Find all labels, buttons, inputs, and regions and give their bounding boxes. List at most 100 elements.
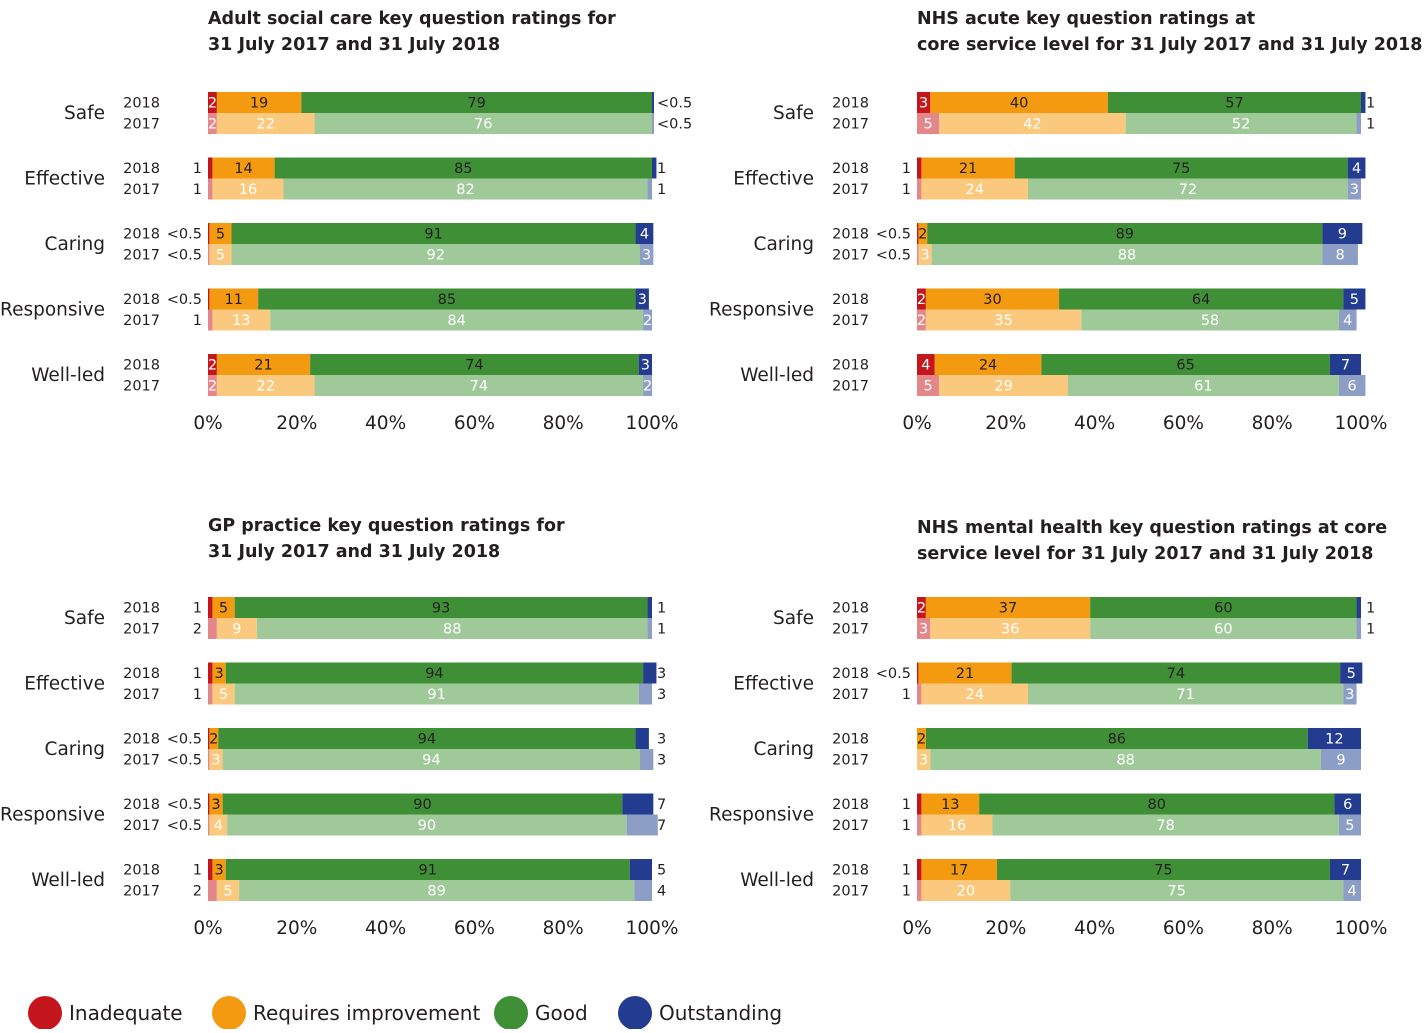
- data-label: 92: [427, 248, 445, 264]
- category-label: Safe: [773, 608, 814, 629]
- bar-outstanding: [1356, 597, 1361, 618]
- data-label: 13: [232, 313, 250, 329]
- bar-outstanding: [1340, 662, 1363, 684]
- legend-label: Requires improvement: [253, 1001, 480, 1025]
- data-label: 2: [917, 292, 926, 308]
- x-tick-label: 40%: [1074, 413, 1115, 434]
- chart-title-line: NHS acute key question ratings at: [917, 9, 1255, 29]
- year-label: 2017: [123, 753, 160, 769]
- x-tick-label: 100%: [626, 918, 679, 939]
- outstanding-outside-label: 3: [657, 687, 666, 703]
- data-label: 2: [918, 227, 927, 243]
- data-label: 84: [447, 313, 465, 329]
- bar-inadequate: [208, 92, 217, 113]
- bar-outstanding: [634, 880, 652, 901]
- data-label: 2: [208, 96, 217, 112]
- year-label: 2018: [832, 96, 869, 112]
- data-label: 5: [1347, 666, 1356, 682]
- bar-good: [1010, 880, 1344, 901]
- bar-inadequate: [208, 618, 217, 639]
- bar-requires-improvement: [209, 793, 223, 815]
- bar-requires-improvement: [212, 683, 235, 705]
- data-label: 3: [214, 666, 223, 682]
- bar-outstanding: [626, 814, 658, 836]
- legend-swatch: [28, 996, 62, 1030]
- legend-label: Good: [535, 1001, 588, 1025]
- bar-inadequate: [208, 113, 217, 134]
- data-label: 91: [424, 227, 442, 243]
- data-label: 5: [1350, 292, 1359, 308]
- year-label: 2017: [832, 622, 869, 638]
- inadequate-outside-label: <0.5: [167, 292, 202, 308]
- bar-inadequate: [917, 157, 922, 179]
- bar-requires-improvement: [216, 92, 302, 113]
- category-label: Responsive: [0, 805, 105, 826]
- year-label: 2017: [123, 248, 160, 264]
- bar-outstanding: [638, 354, 652, 375]
- data-label: 21: [959, 161, 977, 177]
- bar-requires-improvement: [216, 375, 315, 396]
- legend-swatch: [618, 996, 652, 1030]
- chart-title-line: service level for 31 July 2017 and 31 Ju…: [917, 544, 1373, 564]
- bar-outstanding: [1334, 793, 1361, 815]
- bar-good: [222, 749, 641, 770]
- x-tick-label: 100%: [1335, 413, 1388, 434]
- x-tick-label: 0%: [193, 918, 222, 939]
- bar-good: [301, 92, 652, 113]
- data-label: 36: [1001, 622, 1019, 638]
- data-label: 7: [1341, 358, 1350, 374]
- data-label: 6: [1343, 797, 1352, 813]
- category-label: Well-led: [740, 870, 814, 891]
- data-label: 11: [225, 292, 243, 308]
- bar-requires-improvement: [921, 814, 993, 836]
- bar-requires-improvement: [209, 749, 223, 770]
- data-label: 8: [1336, 248, 1345, 264]
- inadequate-outside-label: <0.5: [876, 248, 911, 264]
- year-label: 2017: [123, 117, 160, 133]
- outstanding-outside-label: <0.5: [657, 117, 692, 133]
- outstanding-outside-label: 1: [657, 182, 666, 198]
- data-label: 65: [1176, 358, 1194, 374]
- data-label: 6: [1348, 379, 1357, 395]
- bar-inadequate: [208, 354, 217, 375]
- bar-inadequate: [917, 309, 926, 331]
- data-label: 74: [1167, 666, 1185, 682]
- bar-requires-improvement: [216, 618, 257, 639]
- year-label: 2017: [832, 248, 869, 264]
- data-label: 52: [1232, 117, 1250, 133]
- data-label: 89: [427, 884, 445, 900]
- legend-swatch: [494, 996, 528, 1030]
- bar-outstanding: [647, 597, 652, 618]
- bar-inadequate: [917, 288, 926, 310]
- inadequate-outside-label: 1: [193, 666, 202, 682]
- bar-good: [1011, 662, 1341, 684]
- inadequate-outside-label: <0.5: [167, 797, 202, 813]
- x-tick-label: 80%: [1252, 413, 1293, 434]
- data-label: 2: [643, 379, 652, 395]
- data-label: 85: [438, 292, 456, 308]
- bar-requires-improvement: [216, 354, 311, 375]
- bar-outstanding: [652, 92, 654, 113]
- year-label: 2018: [123, 797, 160, 813]
- year-label: 2018: [123, 227, 160, 243]
- x-tick-label: 100%: [1335, 918, 1388, 939]
- outstanding-outside-label: 3: [657, 666, 666, 682]
- outstanding-outside-label: 1: [1366, 96, 1375, 112]
- data-label: 94: [418, 732, 436, 748]
- data-label: 72: [1179, 182, 1197, 198]
- data-label: 88: [443, 622, 461, 638]
- inadequate-outside-label: 2: [193, 622, 202, 638]
- bar-requires-improvement: [921, 880, 1011, 901]
- year-label: 2018: [832, 797, 869, 813]
- legend: Inadequate Requires improvement Good Outsta…: [28, 996, 782, 1030]
- outstanding-outside-label: 1: [1366, 622, 1375, 638]
- outstanding-outside-label: 4: [657, 884, 666, 900]
- chart-title-line: 31 July 2017 and 31 July 2018: [208, 542, 500, 562]
- bar-outstanding: [652, 157, 657, 179]
- data-label: 75: [1168, 884, 1186, 900]
- bar-requires-improvement: [934, 354, 1042, 375]
- x-tick-label: 60%: [454, 413, 495, 434]
- bar-outstanding: [1321, 749, 1361, 770]
- bar-good: [234, 597, 648, 618]
